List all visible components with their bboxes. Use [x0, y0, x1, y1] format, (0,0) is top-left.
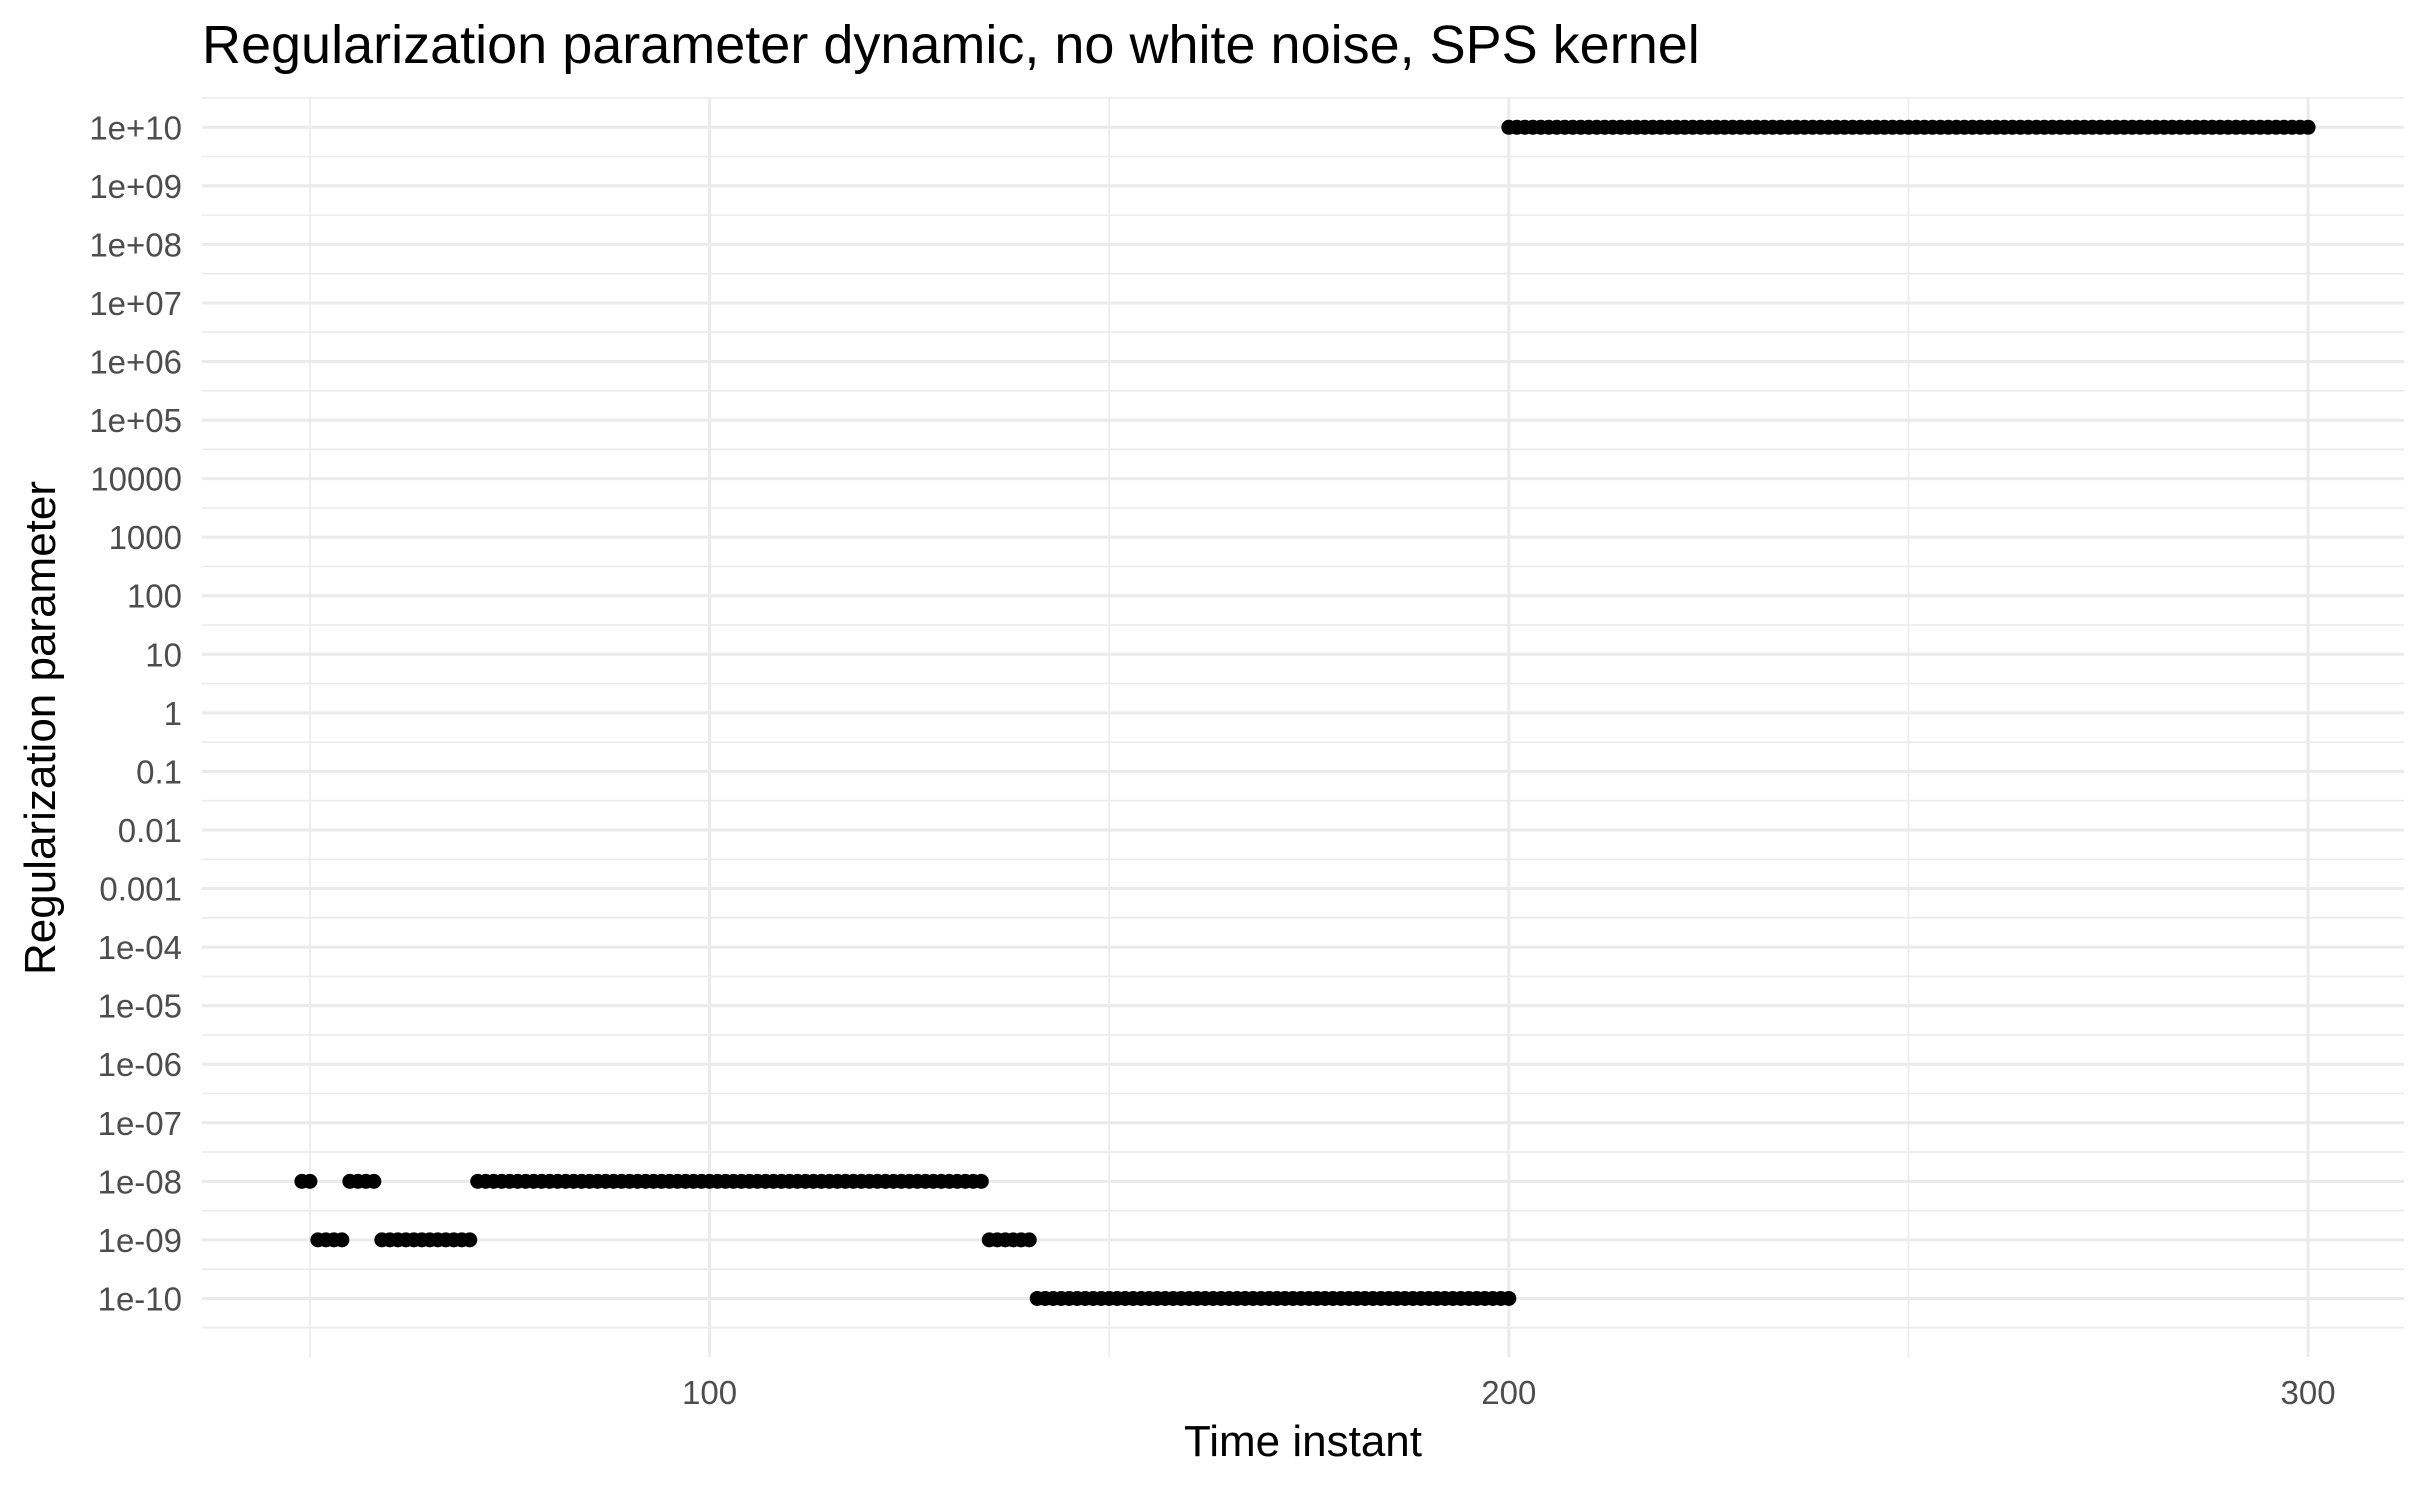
- major-gridlines: [202, 98, 2404, 1357]
- data-point: [334, 1232, 350, 1248]
- data-point: [462, 1232, 478, 1248]
- y-tick-label: 1e-05: [98, 988, 182, 1025]
- y-tick-label: 0.01: [118, 812, 182, 849]
- y-tick-label: 1e-07: [98, 1105, 182, 1142]
- data-point: [302, 1173, 318, 1189]
- y-tick-label: 1e-06: [98, 1046, 182, 1083]
- y-tick-label: 1e-04: [98, 929, 182, 966]
- y-tick-label: 10000: [90, 461, 182, 498]
- x-tick-label: 200: [1481, 1374, 1536, 1411]
- y-tick-label: 1e-08: [98, 1163, 182, 1200]
- x-tick-label: 300: [2281, 1374, 2336, 1411]
- y-tick-label: 1e+06: [89, 344, 182, 381]
- data-point: [1021, 1232, 1037, 1248]
- y-tick-label: 1e-09: [98, 1222, 182, 1259]
- y-tick-label: 0.1: [136, 753, 182, 790]
- y-tick-label: 0.001: [99, 871, 182, 908]
- y-tick-label: 1000: [109, 519, 182, 556]
- y-tick-label: 1e+07: [89, 285, 182, 322]
- y-tick-label: 100: [127, 578, 182, 615]
- data-point: [366, 1173, 382, 1189]
- data-point: [973, 1173, 989, 1189]
- x-axis-label: Time instant: [1184, 1417, 1422, 1466]
- y-tick-label: 10: [145, 636, 182, 673]
- y-tick-label: 1e+05: [89, 402, 182, 439]
- y-axis-label: Regularization parameter: [16, 481, 65, 975]
- y-tick-label: 1e+08: [89, 226, 182, 263]
- data-point: [1501, 1290, 1517, 1306]
- y-tick-label: 1e-10: [98, 1280, 182, 1317]
- y-tick-label: 1e+09: [89, 168, 182, 205]
- data-points: [294, 119, 2316, 1306]
- y-tick-label: 1e+10: [89, 109, 182, 146]
- x-axis-tick-labels: 100 200 300: [682, 1374, 2336, 1411]
- y-axis-tick-labels: 1e-10 1e-09 1e-08 1e-07 1e-06 1e-05 1e-04 0.001…: [89, 109, 182, 1317]
- data-point: [2300, 119, 2316, 135]
- y-tick-label: 1: [164, 695, 182, 732]
- chart-title: Regularization parameter dynamic, no whi…: [202, 15, 1700, 75]
- minor-gridlines: [202, 97, 2404, 1357]
- x-tick-label: 100: [682, 1374, 737, 1411]
